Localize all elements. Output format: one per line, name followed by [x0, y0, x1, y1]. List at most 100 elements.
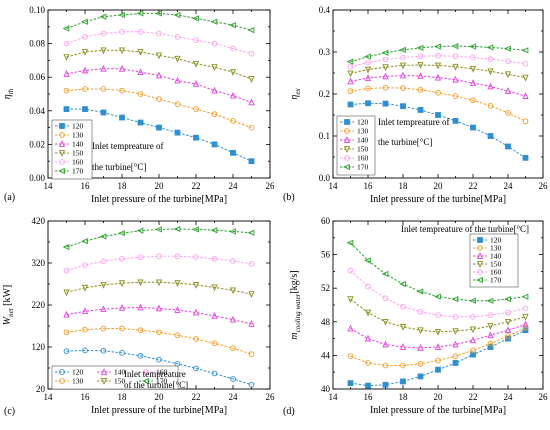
x-tick-label-d: 26 [539, 392, 549, 402]
legend-marker-d-140 [476, 252, 484, 259]
data-point-b-140 [417, 72, 424, 79]
data-point-c-170 [210, 227, 218, 234]
data-point-b-130 [452, 93, 459, 99]
x-tick-label-a: 22 [192, 181, 201, 191]
data-point-c-160 [137, 254, 144, 260]
data-point-c-160 [193, 254, 199, 260]
data-point-b-140 [469, 79, 477, 86]
data-point-d-120 [347, 380, 354, 387]
series-d-170 [346, 239, 529, 304]
x-tick-label-a: 20 [155, 181, 165, 191]
legend-label-a-120: 120 [72, 122, 84, 131]
data-point-a-120 [82, 106, 88, 113]
legend-label-b-120: 120 [357, 118, 369, 127]
legend-label-a-150: 150 [72, 149, 84, 158]
x-tick-label-a: 16 [81, 181, 91, 191]
y-tick-label-d: 44 [321, 350, 331, 360]
data-point-b-170 [434, 43, 441, 50]
data-point-c-130 [100, 325, 107, 332]
legend-marker-a-140 [58, 140, 66, 147]
data-point-d-150 [504, 318, 512, 326]
series-c-170 [62, 225, 255, 251]
data-point-a-130 [119, 87, 125, 94]
data-point-c-160 [174, 253, 181, 260]
data-point-d-150 [452, 328, 459, 335]
data-point-c-120 [100, 347, 107, 354]
data-point-d-130 [452, 353, 459, 360]
data-point-a-160 [63, 40, 70, 47]
y-tick-label-c: 20 [36, 384, 46, 394]
series-line-d-140 [350, 323, 526, 349]
data-point-d-120 [382, 381, 389, 388]
data-point-c-160 [211, 255, 218, 262]
data-point-d-160 [417, 308, 424, 315]
data-point-b-130 [365, 85, 371, 92]
data-point-b-120 [522, 154, 529, 161]
data-point-b-170 [504, 45, 511, 52]
y-axis-label-b: ηex [289, 88, 302, 100]
legend-box-c [51, 365, 179, 390]
panel-b: (b) 14 16 18 20 22 24 26 0.0 0.1 0.2 0.3 0.4 Inlet p… [283, 5, 548, 205]
legend-label-d-120: 120 [490, 236, 502, 245]
x-tick-label-d: 20 [434, 392, 444, 402]
x-tick-label-b: 16 [364, 181, 374, 191]
legend-label-d-160: 160 [490, 268, 502, 277]
data-point-d-130 [505, 333, 511, 339]
data-point-b-160 [382, 56, 389, 63]
annotation-a: Inlet tempreature of [92, 141, 163, 151]
y-tick-label-a: 0.04 [29, 106, 45, 116]
legend-label-c-120: 120 [72, 368, 84, 377]
series-c-160 [63, 253, 255, 274]
y-tick-label-c: 420 [32, 216, 46, 226]
data-point-d-140 [452, 340, 459, 348]
data-point-b-170 [399, 46, 406, 54]
data-point-a-170 [136, 10, 144, 17]
y-tick-label-a: 0.08 [29, 39, 45, 49]
data-point-d-170 [416, 288, 424, 295]
data-point-b-140 [434, 73, 442, 81]
series-line-d-150 [350, 298, 526, 333]
data-point-b-140 [364, 74, 372, 81]
data-point-d-160 [522, 305, 529, 312]
x-tick-label-a: 26 [266, 181, 276, 191]
x-axis-label-c: Inlet pressure of the turbine[MPa] [91, 405, 227, 416]
data-point-c-160 [82, 262, 88, 268]
x-tick-label-b: 22 [469, 181, 478, 191]
data-point-c-170 [173, 225, 181, 233]
data-point-b-130 [487, 102, 494, 109]
data-point-a-140 [229, 91, 237, 99]
series-c-130 [63, 325, 255, 357]
data-point-a-150 [100, 47, 107, 55]
x-tick-label-b: 20 [434, 181, 444, 191]
data-point-a-170 [81, 18, 88, 25]
series-line-b-120 [350, 102, 526, 159]
y-tick-label-a: 0.02 [29, 139, 45, 149]
data-point-c-120 [248, 381, 255, 388]
data-point-a-140 [192, 80, 200, 87]
data-point-d-140 [487, 331, 494, 339]
data-point-d-140 [522, 320, 529, 328]
data-point-c-130 [230, 345, 236, 352]
data-point-b-160 [347, 63, 354, 70]
legend-label-b-160: 160 [357, 154, 369, 163]
data-point-d-170 [364, 257, 371, 264]
legend-marker-d-150 [476, 261, 484, 268]
y-tick-label-d: 40 [321, 384, 331, 394]
data-point-c-140 [211, 312, 218, 319]
data-point-c-130 [119, 325, 125, 332]
data-point-c-120 [156, 356, 162, 363]
data-point-d-170 [451, 296, 459, 303]
data-point-a-120 [230, 149, 236, 156]
series-b-160 [347, 52, 529, 70]
data-point-d-150 [487, 323, 494, 330]
data-point-b-150 [364, 66, 372, 74]
data-point-a-150 [192, 60, 200, 68]
data-point-d-140 [364, 334, 372, 342]
data-point-c-120 [193, 365, 199, 372]
series-a-130 [63, 86, 255, 131]
legend-label-a-160: 160 [72, 158, 84, 167]
data-point-d-140 [399, 343, 407, 350]
panel-label-a: (a) [4, 192, 15, 203]
data-point-d-160 [487, 312, 494, 318]
data-point-c-150 [118, 280, 126, 288]
